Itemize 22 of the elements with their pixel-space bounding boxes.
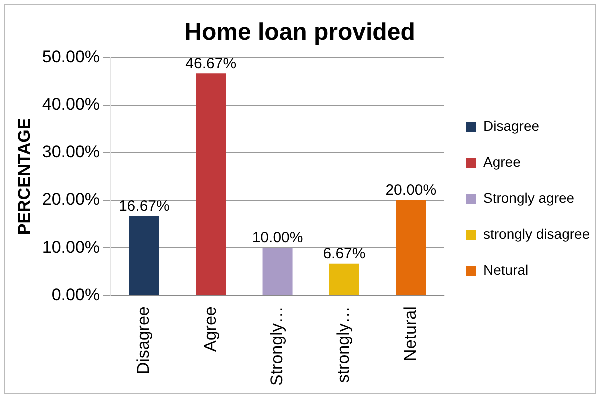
legend-label: Netural (484, 262, 529, 278)
data-label: 6.67% (323, 246, 366, 263)
y-tick-label: 0.00% (52, 285, 100, 304)
y-axis-title: PERCENTAGE (14, 118, 34, 236)
legend-label: Agree (484, 154, 522, 170)
data-label: 20.00% (386, 182, 437, 200)
x-tick-label: strongly… (334, 306, 354, 384)
y-tick-label: 10.00% (42, 238, 100, 257)
y-tick-label: 30.00% (42, 142, 100, 162)
x-tick-label: Strongly… (267, 306, 286, 386)
y-tick-label: 50.00% (42, 47, 100, 66)
chart-title: Home loan provided (184, 19, 416, 46)
data-label: 16.67% (118, 198, 170, 215)
data-label: 46.67% (186, 55, 237, 72)
y-tick-label: 20.00% (42, 190, 100, 210)
x-tick-label: Disagree (134, 306, 154, 375)
data-label: 10.00% (252, 230, 304, 247)
y-tick-label: 40.00% (42, 95, 100, 114)
legend-label: Disagree (484, 118, 540, 134)
x-tick-label: Agree (200, 306, 220, 352)
legend-label: Strongly agree (484, 190, 575, 206)
x-tick-label: Netural (400, 306, 420, 362)
